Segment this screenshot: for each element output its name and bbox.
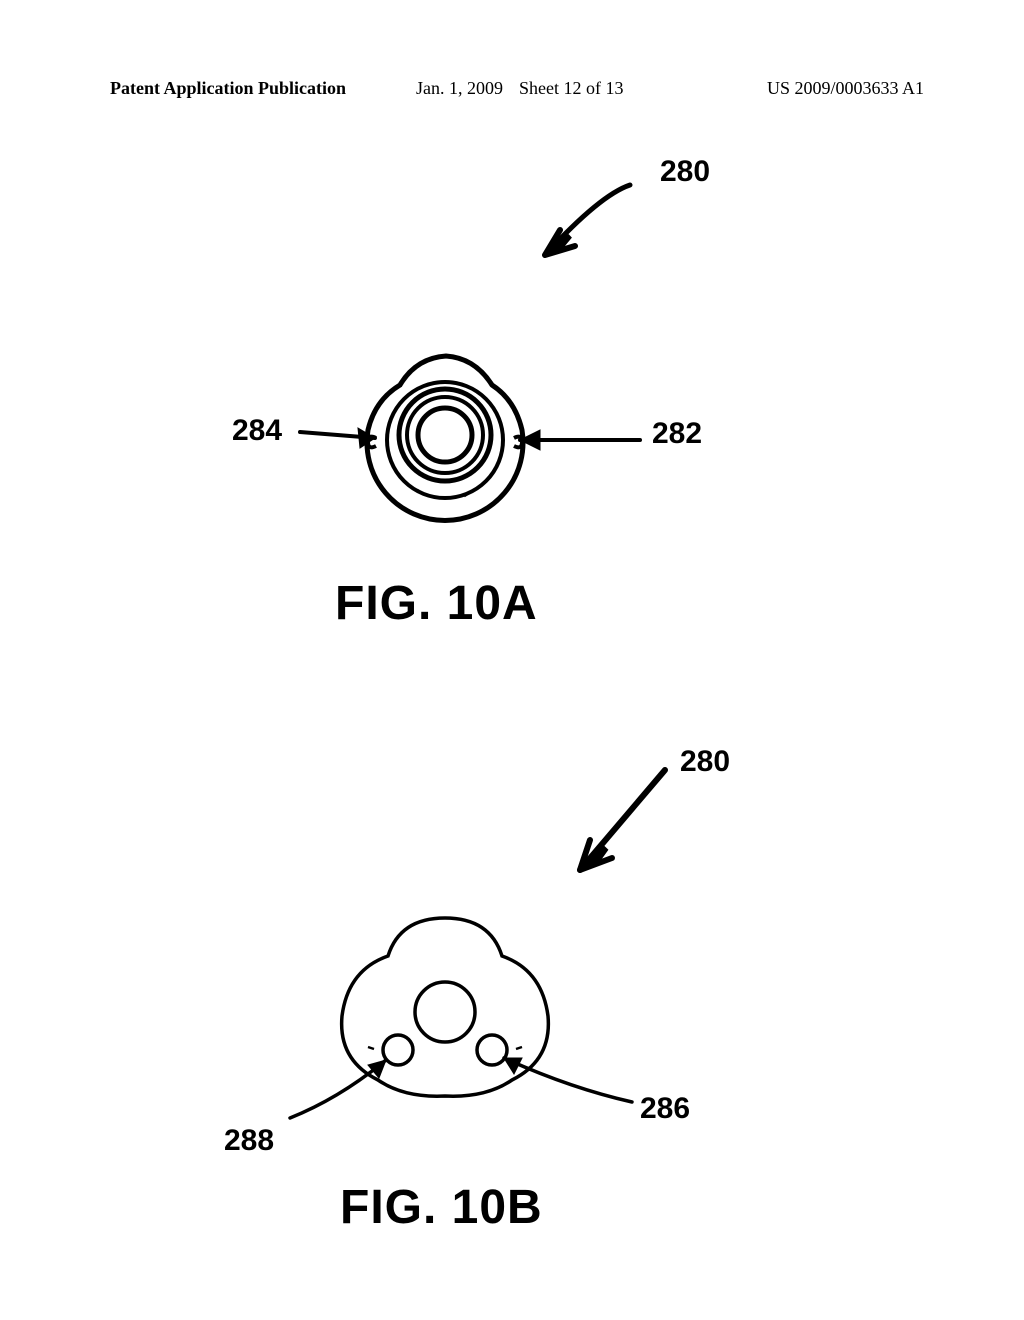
figure-label-10a: FIG. 10A [335, 576, 538, 631]
ref-282: 282 [652, 417, 702, 451]
header-date: Jan. 1, 2009 [416, 78, 503, 99]
leader-280b [580, 770, 665, 870]
ref-284: 284 [232, 414, 282, 448]
ref-288: 288 [224, 1124, 274, 1158]
figure-10a-drawing [0, 140, 1024, 640]
ref-280b: 280 [680, 745, 730, 779]
part-10a [367, 356, 523, 520]
leader-280a [545, 185, 630, 255]
leader-286 [504, 1058, 632, 1102]
ref-280a: 280 [660, 155, 710, 189]
leader-288 [290, 1060, 386, 1118]
leader-282 [520, 430, 640, 450]
header-pubnum: US 2009/0003633 A1 [767, 78, 924, 99]
figure-10b-drawing [0, 700, 1024, 1220]
header-sheet: Sheet 12 of 13 [519, 78, 623, 99]
header-publication: Patent Application Publication [110, 78, 346, 99]
leader-284 [300, 428, 375, 448]
patent-header: Patent Application Publication Jan. 1, 2… [0, 78, 1024, 99]
ref-286: 286 [640, 1092, 690, 1126]
figure-label-10b: FIG. 10B [340, 1180, 543, 1235]
